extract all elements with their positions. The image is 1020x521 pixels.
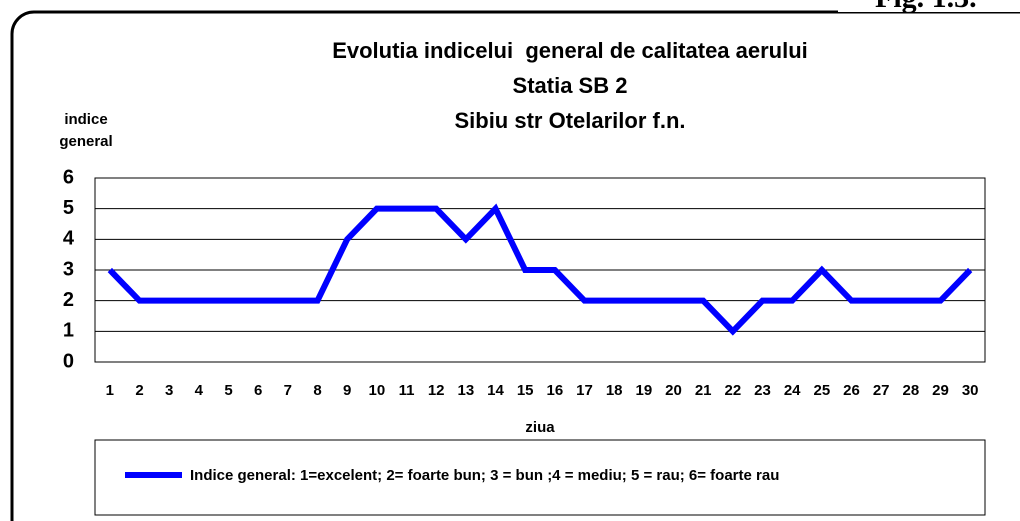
y-axis-label: indice [64,111,107,128]
x-tick-label: 11 [399,382,415,399]
data-line [107,203,973,336]
x-tick-label: 15 [517,382,534,399]
x-tick-label: 19 [635,382,652,399]
y-axis-label: general [59,133,112,150]
x-tick-label: 22 [724,382,741,399]
chart-title: Evolutia indicelui general de calitatea … [332,38,808,63]
y-tick-label: 3 [63,258,74,280]
x-tick-label: 10 [368,382,385,399]
x-tick-label: 17 [576,382,593,399]
y-tick-label: 5 [63,197,74,219]
y-tick-label: 4 [63,228,75,250]
legend-box [94,439,986,516]
x-tick-label: 9 [343,382,351,399]
x-tick-label: 30 [962,382,979,399]
x-tick-label: 23 [754,382,771,399]
x-tick-label: 20 [665,382,682,399]
legend-label: Indice general: 1=excelent; 2= foarte bu… [190,467,779,484]
y-tick-label: 2 [63,289,74,311]
fig-bg [838,0,1020,12]
x-tick-label: 26 [843,382,860,399]
chart-title: Sibiu str Otelarilor f.n. [454,108,685,133]
x-tick-label: 4 [195,382,204,399]
x-tick-label: 18 [606,382,623,399]
x-tick-label: 21 [695,382,712,399]
x-tick-label: 14 [487,382,504,399]
annotation: Fig. 1.3. [875,0,977,14]
x-tick-label: 1 [106,382,114,399]
x-tick-label: 29 [932,382,949,399]
x-tick-label: 13 [457,382,474,399]
y-tick-label: 0 [63,350,74,372]
x-tick-label: 8 [313,382,321,399]
x-tick-label: 6 [254,382,262,399]
x-tick-label: 7 [284,382,292,399]
chart-title: Statia SB 2 [513,73,628,98]
x-tick-label: 28 [902,382,919,399]
x-tick-label: 24 [784,382,801,399]
x-axis-label: ziua [525,419,555,436]
x-tick-label: 5 [224,382,232,399]
y-tick-label: 1 [63,320,74,342]
x-tick-label: 27 [873,382,890,399]
x-tick-label: 12 [428,382,445,399]
x-tick-label: 25 [813,382,830,399]
x-tick-label: 16 [546,382,563,399]
x-tick-label: 2 [135,382,143,399]
y-tick-label: 6 [63,166,74,188]
x-tick-label: 3 [165,382,173,399]
